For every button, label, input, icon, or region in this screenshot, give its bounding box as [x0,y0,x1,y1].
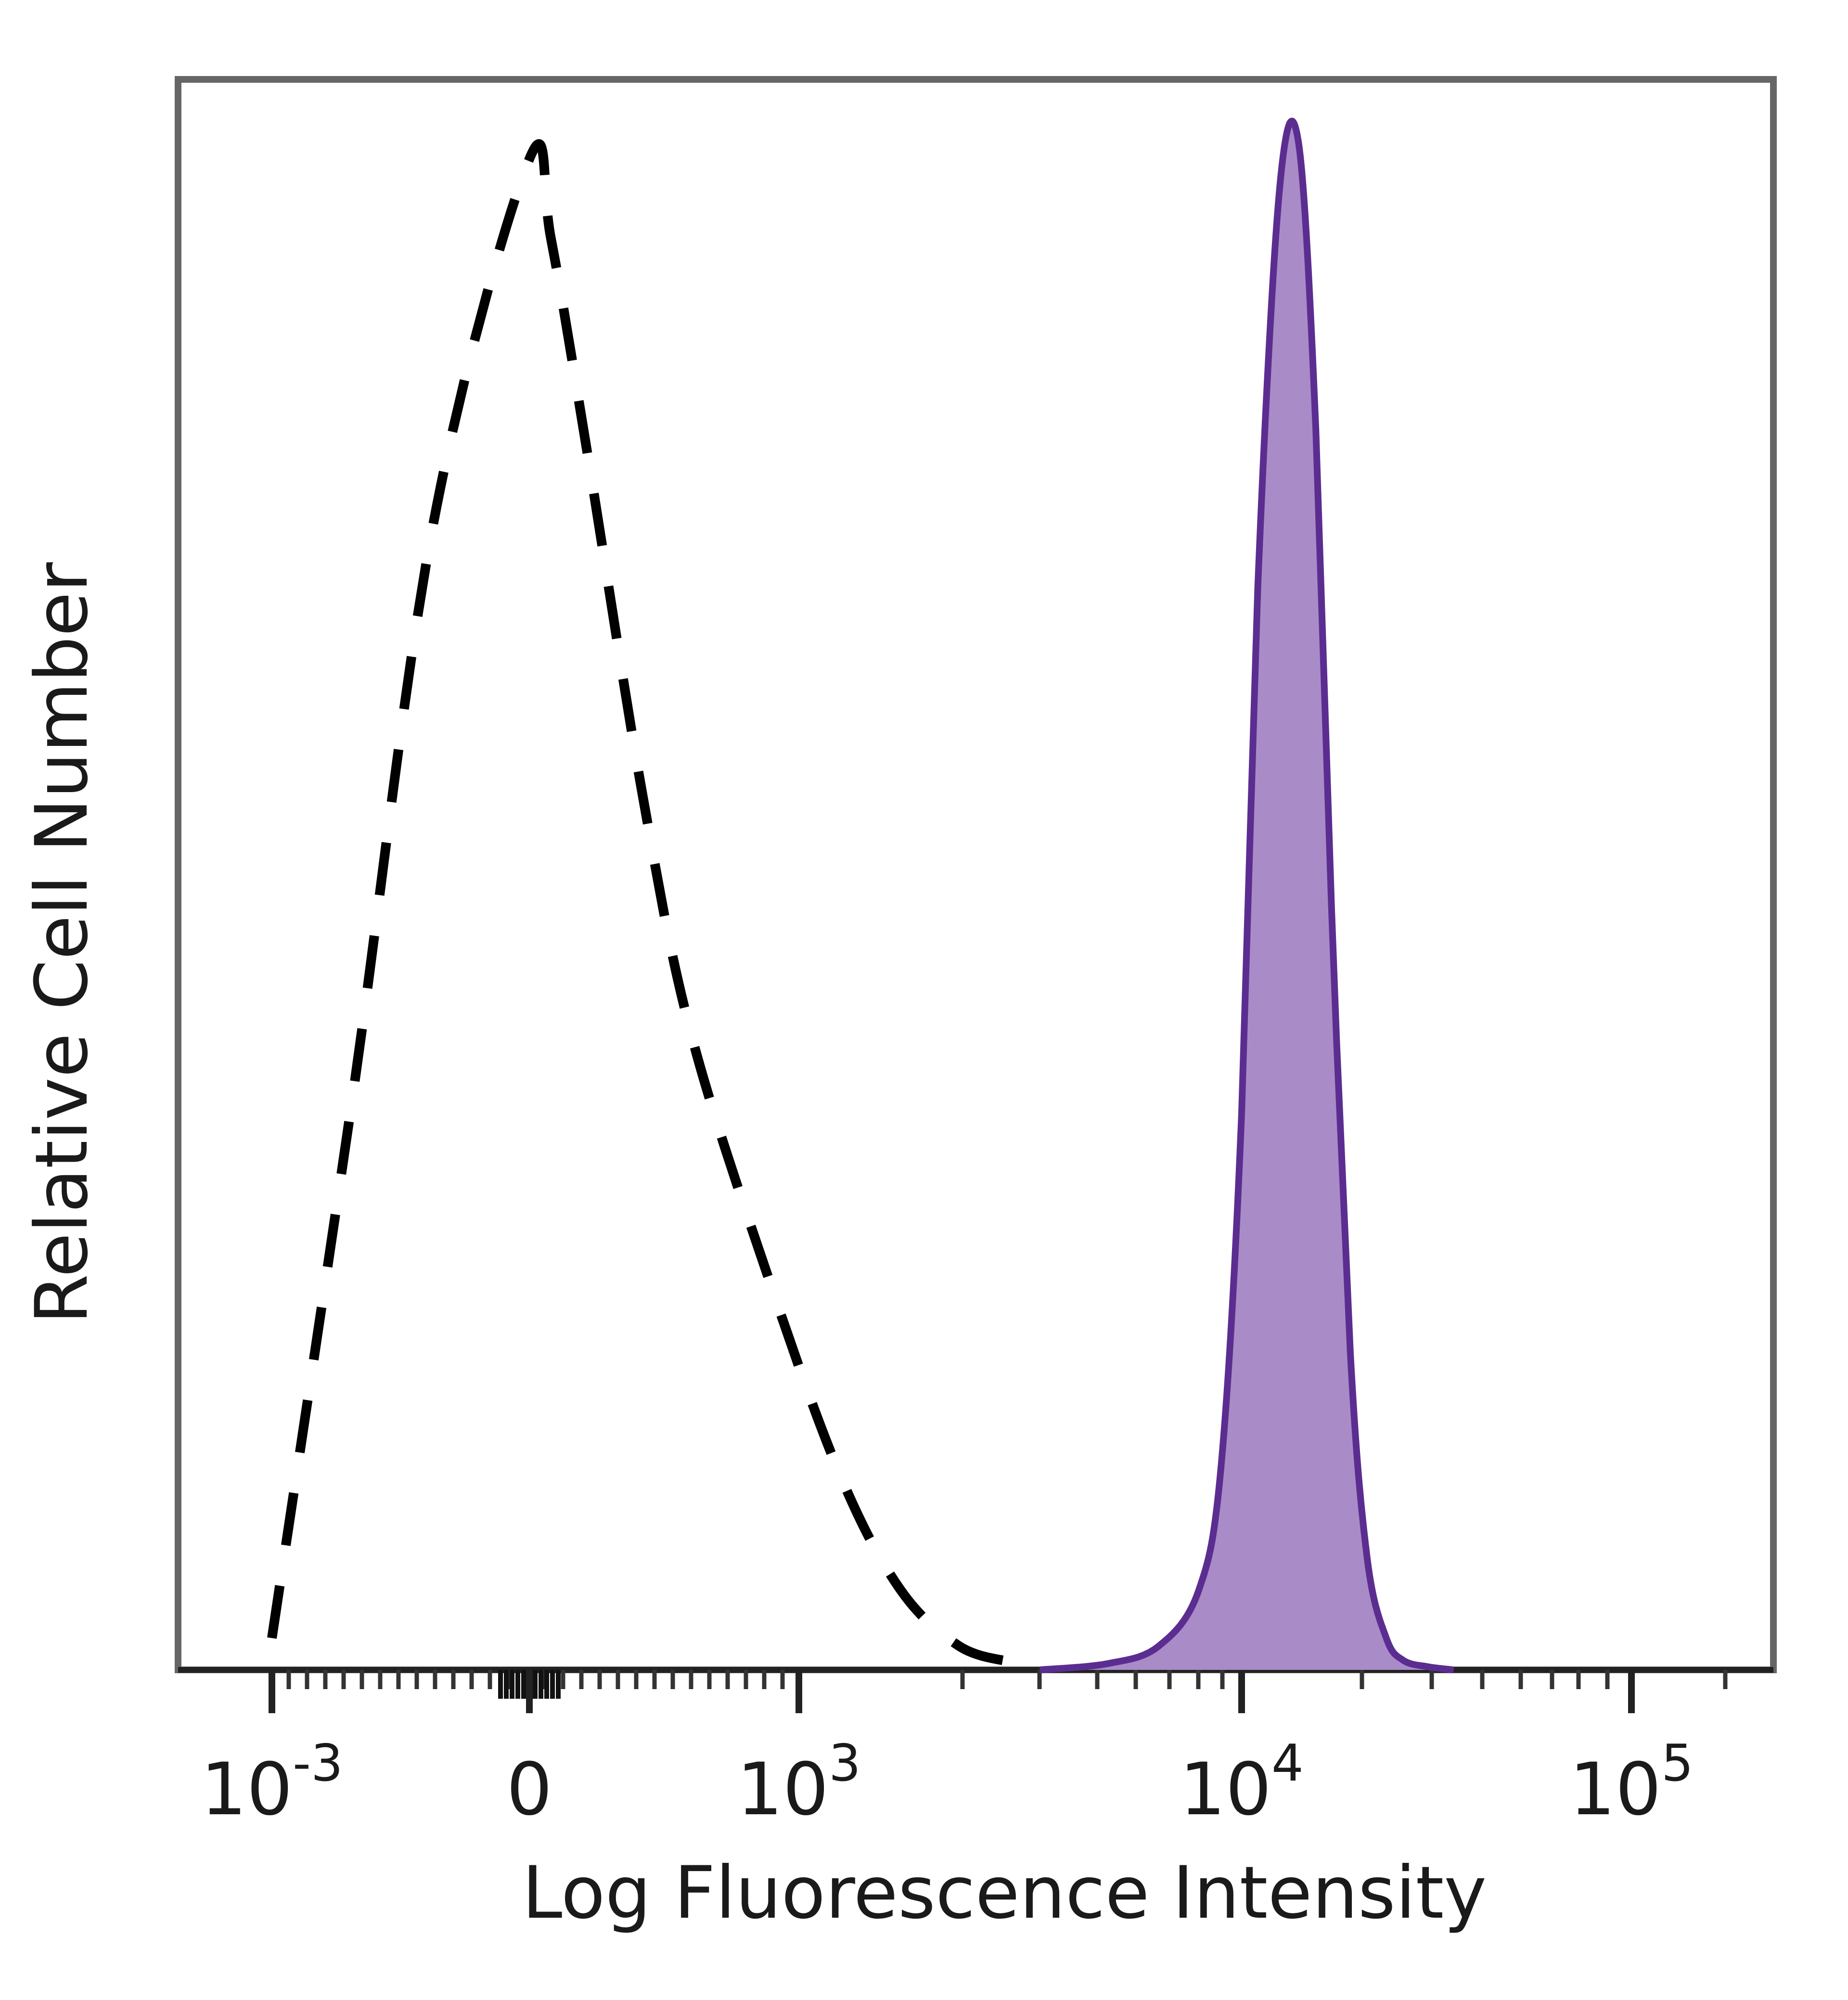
plot-frame [175,76,1777,1673]
x-tick-label: 103 [737,1734,861,1832]
series-line-control [267,139,1012,1667]
x-tick-label: 10-3 [201,1734,343,1832]
x-major-ticks [269,1670,1635,1713]
x-minor-ticks [286,1670,1728,1699]
series-area-stained [1040,121,1454,1670]
x-tick-label: 104 [1180,1734,1304,1832]
x-tick-label: 105 [1569,1734,1694,1832]
x-tick-labels: 10-3 0 103 104 105 [201,1734,1694,1832]
x-axis-label: Log Fluorescence Intensity [522,1851,1487,1935]
series-line-stained [1039,117,1454,1673]
x-tick-label: 0 [506,1748,552,1832]
series-layer [267,117,1454,1673]
y-axis-label: Relative Cell Number [20,562,104,1324]
